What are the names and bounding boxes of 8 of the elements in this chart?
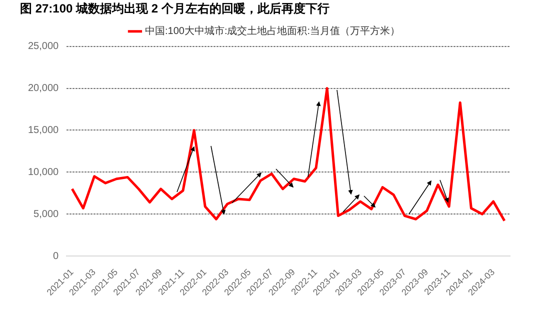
y-tick-label: 25,000	[28, 41, 60, 52]
y-tick-label: 15,000	[28, 124, 60, 136]
y-tick-label: 10,000	[28, 166, 60, 178]
y-tick-label: 5,000	[34, 208, 60, 220]
y-tick-label: 0	[53, 250, 60, 262]
chart-title: 图 27:100 城数据均出现 2 个月左右的回暖，此后再度下行	[20, 2, 330, 16]
y-tick-label: 20,000	[28, 83, 60, 94]
legend-label: 中国:100大中城市:成交土地占地面积:当月值（万平方米）	[144, 25, 400, 38]
